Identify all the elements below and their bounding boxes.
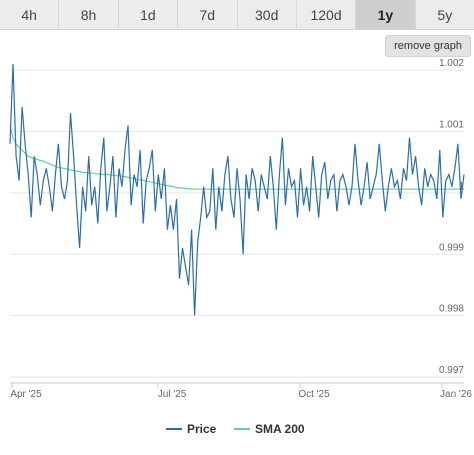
- sma-200-line: [9, 125, 464, 190]
- tab-4h[interactable]: 4h: [0, 0, 60, 29]
- y-axis-ticks: 0.997 0.998 0.999 1 1.001 1.002: [439, 58, 464, 376]
- tab-5y[interactable]: 5y: [415, 0, 474, 29]
- legend-label: Price: [187, 422, 217, 436]
- x-axis-ticks: Apr '25 Jul '25 Oct '25 Jan '26: [10, 383, 472, 400]
- y-tick-label: 0.998: [439, 304, 464, 315]
- tab-1d[interactable]: 1d: [118, 0, 179, 29]
- x-tick-label: Jul '25: [158, 389, 187, 400]
- y-tick-label: 0.997: [439, 365, 464, 376]
- chart-grid: [10, 69, 464, 384]
- legend-item-sma-200[interactable]: SMA 200: [234, 422, 305, 436]
- legend-label: SMA 200: [255, 422, 305, 436]
- y-tick-label: 0.999: [439, 242, 464, 253]
- remove-graph-button[interactable]: remove graph: [385, 35, 471, 57]
- y-tick-label: 1.001: [439, 120, 464, 131]
- tab-8h[interactable]: 8h: [59, 0, 119, 29]
- y-tick-label: 1: [458, 181, 464, 192]
- chart-legend[interactable]: Price SMA 200: [166, 422, 305, 436]
- x-tick-label: Oct '25: [298, 389, 330, 400]
- tab-120d[interactable]: 120d: [296, 0, 357, 29]
- price-line: [9, 63, 465, 316]
- x-tick-label: Jan '26: [440, 389, 472, 400]
- x-tick-label: Apr '25: [10, 389, 42, 400]
- tab-30d[interactable]: 30d: [237, 0, 297, 29]
- price-chart: 0.997 0.998 0.999 1 1.001 1.002 Apr '25 Jul '2…: [9, 58, 472, 436]
- tab-7d[interactable]: 7d: [178, 0, 238, 29]
- y-tick-label: 1.002: [439, 58, 464, 69]
- timeframe-tabs: 4h 8h 1d 7d 30d 120d 1y 5y: [0, 0, 474, 30]
- tab-1y[interactable]: 1y: [356, 0, 416, 29]
- legend-item-price[interactable]: Price: [166, 422, 217, 436]
